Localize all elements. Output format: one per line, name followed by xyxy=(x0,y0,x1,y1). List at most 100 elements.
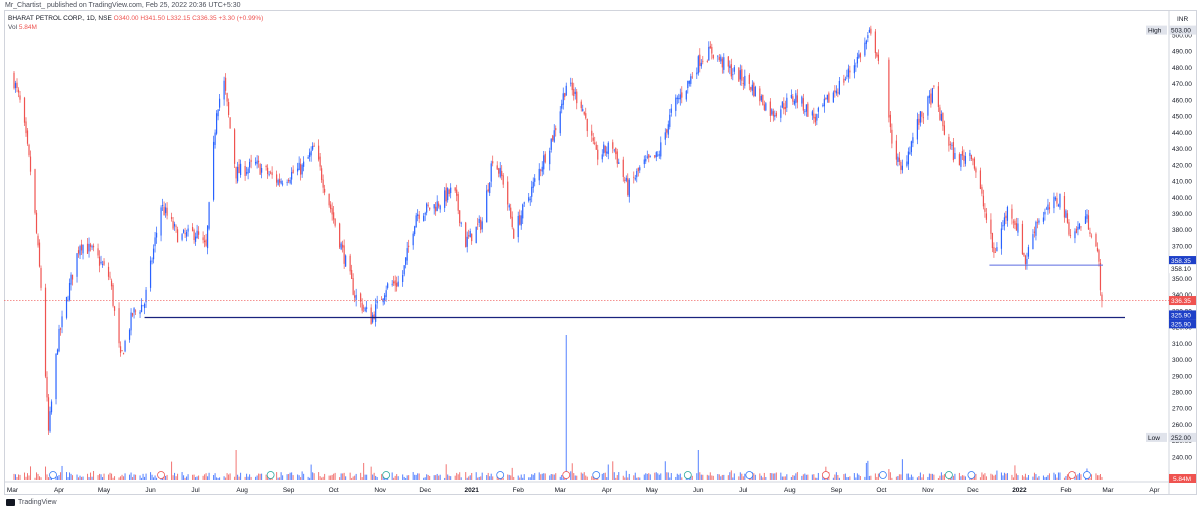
volume-bar xyxy=(837,475,839,480)
volume-bar xyxy=(76,474,78,480)
volume-bar xyxy=(888,469,890,480)
volume-bar xyxy=(1048,473,1050,480)
x-tick-label: Dec xyxy=(419,487,431,494)
volume-bar xyxy=(174,472,176,480)
candle-body xyxy=(1077,226,1079,230)
candle-body xyxy=(906,161,908,166)
candle-body xyxy=(954,153,956,159)
candle-body xyxy=(637,167,639,172)
candle-body xyxy=(897,156,899,162)
volume-bar xyxy=(933,474,935,480)
candle-body xyxy=(720,56,722,62)
volume-bar xyxy=(40,477,42,480)
volume-bar xyxy=(370,466,372,480)
candle-body xyxy=(774,115,776,117)
candle-body xyxy=(910,141,912,153)
volume-bar xyxy=(450,476,452,480)
candle-body xyxy=(1087,215,1090,230)
publisher-text: Mr_Chartist_ published on TradingView.co… xyxy=(5,2,241,9)
volume-bar xyxy=(670,473,672,480)
volume-bar xyxy=(238,476,240,480)
candle-body xyxy=(61,316,63,328)
candle-body xyxy=(1057,204,1060,206)
candle-body xyxy=(816,114,818,121)
volume-bar xyxy=(36,472,38,480)
current-price-label-bg xyxy=(1169,296,1196,306)
candle-body xyxy=(414,226,416,235)
candle-body xyxy=(933,85,935,87)
candle-body xyxy=(993,247,995,253)
candle-body xyxy=(101,264,104,265)
candle-body xyxy=(979,170,982,189)
candle-body xyxy=(112,284,114,306)
volume-bar xyxy=(297,474,299,480)
volume-bar xyxy=(739,472,741,480)
candle-body xyxy=(823,98,825,107)
candle-body xyxy=(783,103,785,110)
candle-body xyxy=(124,340,126,352)
volume-bar xyxy=(937,477,939,480)
volume-bar xyxy=(465,472,467,480)
volume-bar xyxy=(781,476,783,480)
y-tick-label: 340.00 xyxy=(1172,292,1192,299)
candle-body xyxy=(1084,216,1087,224)
candle-body xyxy=(847,68,849,78)
volume-bar xyxy=(415,474,417,480)
volume-bar xyxy=(258,473,260,480)
candle-body xyxy=(349,255,351,272)
volume-bar xyxy=(219,477,221,480)
candle-body xyxy=(969,152,971,156)
volume-bar xyxy=(237,474,239,480)
candle-body xyxy=(580,101,582,109)
candle-body xyxy=(639,167,641,171)
candle-body xyxy=(59,328,62,330)
candle-body xyxy=(709,45,711,49)
volume-bar xyxy=(82,476,84,480)
volume-bar xyxy=(897,476,899,480)
candle-body xyxy=(14,83,17,89)
volume-bar xyxy=(114,476,116,480)
candle-body xyxy=(370,307,372,325)
candle-body xyxy=(649,155,651,157)
candle-body xyxy=(361,302,363,311)
candle-body xyxy=(702,60,704,62)
volume-bar xyxy=(309,477,311,480)
volume-bar xyxy=(742,476,744,480)
volume-bar xyxy=(658,474,660,480)
event-bullet-icon xyxy=(1068,471,1076,479)
volume-bar xyxy=(1035,474,1037,480)
volume-bar xyxy=(669,477,671,480)
candle-body xyxy=(38,242,41,267)
volume-bar xyxy=(1044,477,1046,480)
candle-body xyxy=(170,217,173,219)
volume-bar xyxy=(214,473,216,480)
volume-bar xyxy=(439,474,441,480)
y-tick-label: 270.00 xyxy=(1172,406,1192,413)
volume-bar xyxy=(1038,476,1040,480)
candle-body xyxy=(667,124,669,135)
candle-body xyxy=(182,229,185,233)
candle-body xyxy=(456,189,458,196)
candle-body xyxy=(140,304,143,312)
candle-body xyxy=(187,228,189,232)
candle-body xyxy=(828,93,830,103)
volume-bar xyxy=(765,477,767,480)
y-tick-label: 400.00 xyxy=(1172,195,1192,202)
x-tick-label: Sep xyxy=(831,487,843,494)
volume-bar xyxy=(991,474,993,480)
volume-bar xyxy=(118,477,120,480)
volume-bar xyxy=(1099,474,1101,480)
candle-body xyxy=(991,232,994,249)
candle-body xyxy=(744,75,746,86)
candle-body xyxy=(481,221,483,230)
volume-bar xyxy=(49,477,51,480)
volume-bar xyxy=(528,477,530,480)
volume-bar xyxy=(394,475,396,480)
candle-body xyxy=(372,315,374,323)
candle-body xyxy=(654,155,656,158)
footer-brand: TradingView xyxy=(6,499,57,506)
candle-body xyxy=(289,180,291,184)
candle-body xyxy=(972,159,974,161)
candle-body xyxy=(676,97,678,100)
